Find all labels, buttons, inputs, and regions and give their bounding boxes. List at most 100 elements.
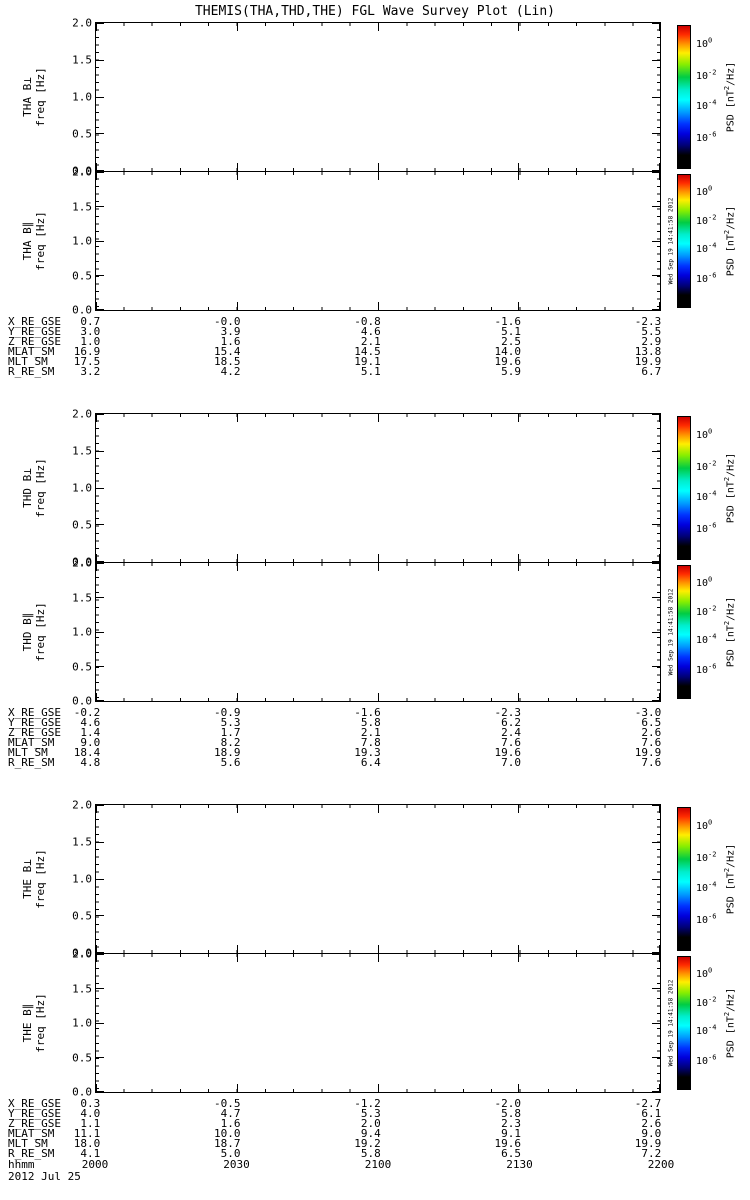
ephemeris-row-label: MLT_SM [8, 746, 48, 759]
ephemeris-row: MLT_SM 18.4 18.9 19.3 19.6 19.9 [8, 746, 750, 759]
ephemeris-value: 4.0 [80, 1107, 101, 1120]
ephemeris-row-label: MLT_SM [8, 1137, 48, 1150]
spectrogram-panel-thd-bpar: THD B∥ freq [Hz] 2.0 1.5 1.0 0.5 0.0 Wed Sep… [21, 558, 737, 707]
ephemeris-value: 13.8 [634, 345, 662, 358]
ephemeris-value: 5.8 [360, 716, 381, 729]
time-labels: 2000 2030 2100 2130 2200 [82, 1158, 675, 1171]
freq-tick-label: 2.0 [72, 407, 92, 421]
time-label: 2100 [364, 1158, 392, 1171]
freq-tick-label: 1.0 [72, 1016, 92, 1030]
psd-label-sup: 2 [723, 867, 732, 873]
ephemeris-value: -0.0 [214, 315, 241, 328]
ephemeris-value: 9.4 [360, 1127, 381, 1140]
ephemeris-value: 5.1 [360, 365, 381, 378]
ephemeris-row: MLAT_SM 11.1 10.0 9.4 9.1 9.0 [8, 1127, 750, 1140]
freq-axis-label: freq [Hz] [34, 993, 47, 1053]
ephemeris-row: X_RE_GSE -0.2 -0.9 -1.6 -2.3 -3.0 [8, 706, 750, 719]
ephemeris-value: 1.1 [80, 1117, 101, 1130]
ephemeris-value: 9.1 [501, 1127, 521, 1140]
ephemeris-value: 5.8 [360, 1147, 381, 1160]
ephemeris-value: 18.0 [73, 1137, 101, 1150]
ephemeris-value: 7.6 [641, 756, 662, 769]
ephemeris-row: Z_RE_GSE 1.1 1.6 2.0 2.3 2.6 [8, 1117, 750, 1130]
ephemeris-value: 18.5 [214, 355, 241, 368]
colorbar-tick-label: 100 [696, 818, 713, 833]
ephemeris-value: 6.2 [501, 716, 521, 729]
colorbar-tick-label: 10-4 [696, 98, 717, 113]
ephemeris-row: MLT_SM 18.0 18.7 19.2 19.6 19.9 [8, 1137, 750, 1150]
freq-axis-label: freq [Hz] [34, 849, 47, 909]
ephemeris-value: -2.3 [634, 315, 662, 328]
freq-tick-label: 1.5 [72, 200, 92, 213]
freq-axis-label: freq [Hz] [34, 211, 47, 271]
ephemeris-row-label: Y_RE_GSE [8, 325, 61, 338]
panel-y-axis-label: THA B∥ freq [Hz] [21, 211, 47, 271]
ephemeris-value: 2.9 [641, 335, 662, 348]
ephemeris-value: 4.1 [80, 1147, 101, 1160]
panel-name-label: THD B⊥ [21, 468, 34, 508]
panel-name-label: THD B∥ [21, 612, 34, 652]
ephemeris-row: MLT_SM 17.5 18.5 19.1 19.6 19.9 [8, 355, 750, 368]
freq-tick-label: 2.0 [72, 798, 92, 812]
freq-tick-label: 2.0 [72, 947, 92, 961]
ephemeris-value: 0.3 [80, 1097, 101, 1110]
ephemeris-value: 10.0 [214, 1127, 241, 1140]
ephemeris-row-label: Z_RE_GSE [8, 726, 61, 739]
ephemeris-row: Z_RE_GSE 1.0 1.6 2.1 2.5 2.9 [8, 335, 750, 348]
date-label: 2012 Jul 25 [8, 1170, 81, 1183]
ephemeris-value: 3.9 [220, 325, 241, 338]
ephemeris-value: 0.7 [80, 315, 101, 328]
psd-axis-label: PSD [nT2/Hz] [723, 597, 736, 667]
freq-tick-label: 0.0 [72, 694, 92, 708]
ephemeris-value: 5.0 [220, 1147, 241, 1160]
ephemeris-value: 5.1 [501, 325, 521, 338]
colorbar-tick-label: 10-2 [696, 68, 717, 82]
ephemeris-value: 4.2 [220, 365, 241, 378]
probe-group-thd: THD B⊥ freq [Hz] 2.0 1.5 1.0 0.5 0.0 100 10-2… [0, 409, 750, 769]
ephemeris-table-thd: X_RE_GSE -0.2 -0.9 -1.6 -2.3 -3.0 Y_RE_GSE 4.6 5… [8, 706, 750, 769]
ephemeris-value: 19.6 [494, 1137, 522, 1150]
probe-group-tha: THA B⊥ freq [Hz] 2.0 1.5 1.0 0.5 0.0 100 10-2… [0, 18, 750, 378]
time-label: 2200 [647, 1158, 675, 1171]
ephemeris-value: 5.3 [360, 1107, 381, 1120]
colorbar [677, 25, 691, 169]
freq-tick-label: 2.0 [72, 165, 92, 179]
colorbar [677, 956, 691, 1090]
ephemeris-value: 2.6 [641, 1117, 662, 1130]
ephemeris-value: 18.9 [214, 746, 241, 759]
colorbar-tick-label: 100 [696, 36, 713, 51]
time-label: 2000 [81, 1158, 109, 1171]
ephemeris-table-tha: X_RE_GSE 0.7 -0.0 -0.8 -1.6 -2.3 Y_RE_GSE 3.0 3.… [8, 315, 750, 378]
colorbar [677, 174, 691, 308]
ephemeris-row-label: MLAT_SM [8, 1127, 55, 1140]
ephemeris-value: 19.6 [494, 746, 522, 759]
time-label: 2030 [223, 1158, 250, 1171]
freq-tick-label: 2.0 [72, 556, 92, 570]
ephemeris-row-label: MLAT_SM [8, 736, 55, 749]
ephemeris-value: -2.0 [494, 1097, 522, 1110]
colorbar-tick-label: 10-4 [696, 633, 717, 647]
ephemeris-row: Y_RE_GSE 3.0 3.9 4.6 5.1 5.5 [8, 325, 750, 338]
ephemeris-row: MLAT_SM 9.0 8.2 7.8 7.6 7.6 [8, 736, 750, 749]
freq-tick-labels: 2.0 1.5 1.0 0.5 0.0 [59, 167, 92, 316]
ephemeris-row: Y_RE_GSE 4.6 5.3 5.8 6.2 6.5 [8, 716, 750, 729]
colorbar [677, 565, 691, 699]
psd-label-pre: PSD [nT [725, 234, 737, 277]
ephemeris-value: 1.7 [220, 726, 241, 739]
psd-label-sup: 2 [723, 1011, 732, 1017]
ephemeris-value: 7.2 [641, 1147, 662, 1160]
plot-title: THEMIS(THA,THD,THE) FGL Wave Survey Plot… [194, 4, 556, 19]
spectrogram-panel-tha-bperp: THA B⊥ freq [Hz] 2.0 1.5 1.0 0.5 0.0 100 10-2… [21, 18, 737, 177]
freq-tick-label: 0.0 [72, 303, 92, 317]
psd-axis-label: PSD [nT2/Hz] [723, 206, 737, 277]
ephemeris-row-label: X_RE_GSE [8, 315, 61, 328]
ephemeris-value: 2.4 [501, 726, 521, 739]
freq-tick-label: 2.0 [72, 16, 92, 30]
ephemeris-value: -1.2 [354, 1097, 381, 1110]
ephemeris-value: -1.6 [354, 706, 381, 719]
ephemeris-value: 7.8 [360, 736, 381, 749]
freq-tick-label: 0.0 [72, 946, 92, 960]
freq-tick-labels: 2.0 1.5 1.0 0.5 0.0 [59, 800, 92, 959]
spectrogram-panel-the-bperp: THE B⊥ freq [Hz] 2.0 1.5 1.0 0.5 0.0 100 10-2… [21, 800, 737, 959]
